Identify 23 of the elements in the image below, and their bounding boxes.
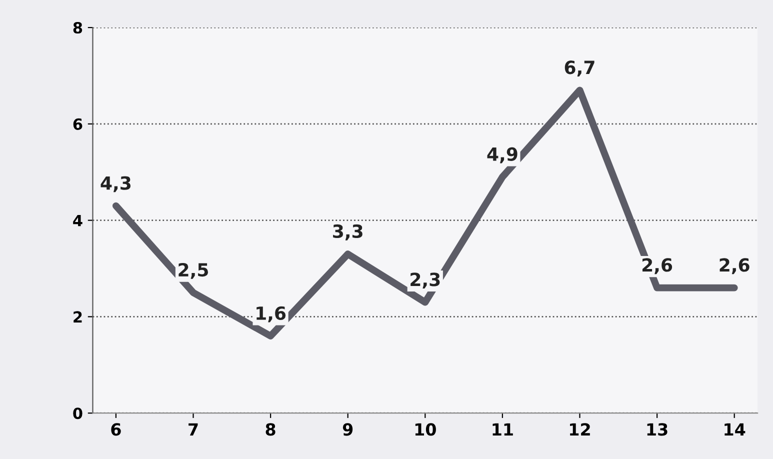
x-tick-label: 6	[111, 423, 121, 436]
text: 4,9	[487, 147, 518, 164]
text: 3,3	[333, 224, 362, 240]
y-tick-label: 4	[73, 214, 82, 226]
x-tick-label: 12	[570, 423, 590, 436]
x-tick-label: 9	[342, 423, 353, 436]
y-tick-label: 0	[73, 408, 82, 420]
text: 4,3	[100, 176, 131, 192]
y-tick-label: 8	[73, 22, 82, 34]
text: 2,6	[642, 258, 672, 274]
x-tick-label: 14	[724, 423, 746, 436]
text: 2,3	[410, 272, 440, 289]
x-tick-label: 13	[647, 423, 668, 436]
text: 2,5	[178, 262, 208, 279]
text: 6,7	[564, 60, 594, 77]
y-tick-label: 2	[74, 311, 82, 323]
text: 2,6	[720, 258, 750, 274]
y-tick-label: 6	[73, 118, 82, 130]
x-tick-label: 8	[266, 423, 276, 436]
x-tick-label: 7	[188, 423, 198, 436]
x-tick-label: 11	[492, 423, 513, 436]
text: 1,6	[256, 306, 286, 322]
x-tick-label: 10	[415, 423, 436, 436]
